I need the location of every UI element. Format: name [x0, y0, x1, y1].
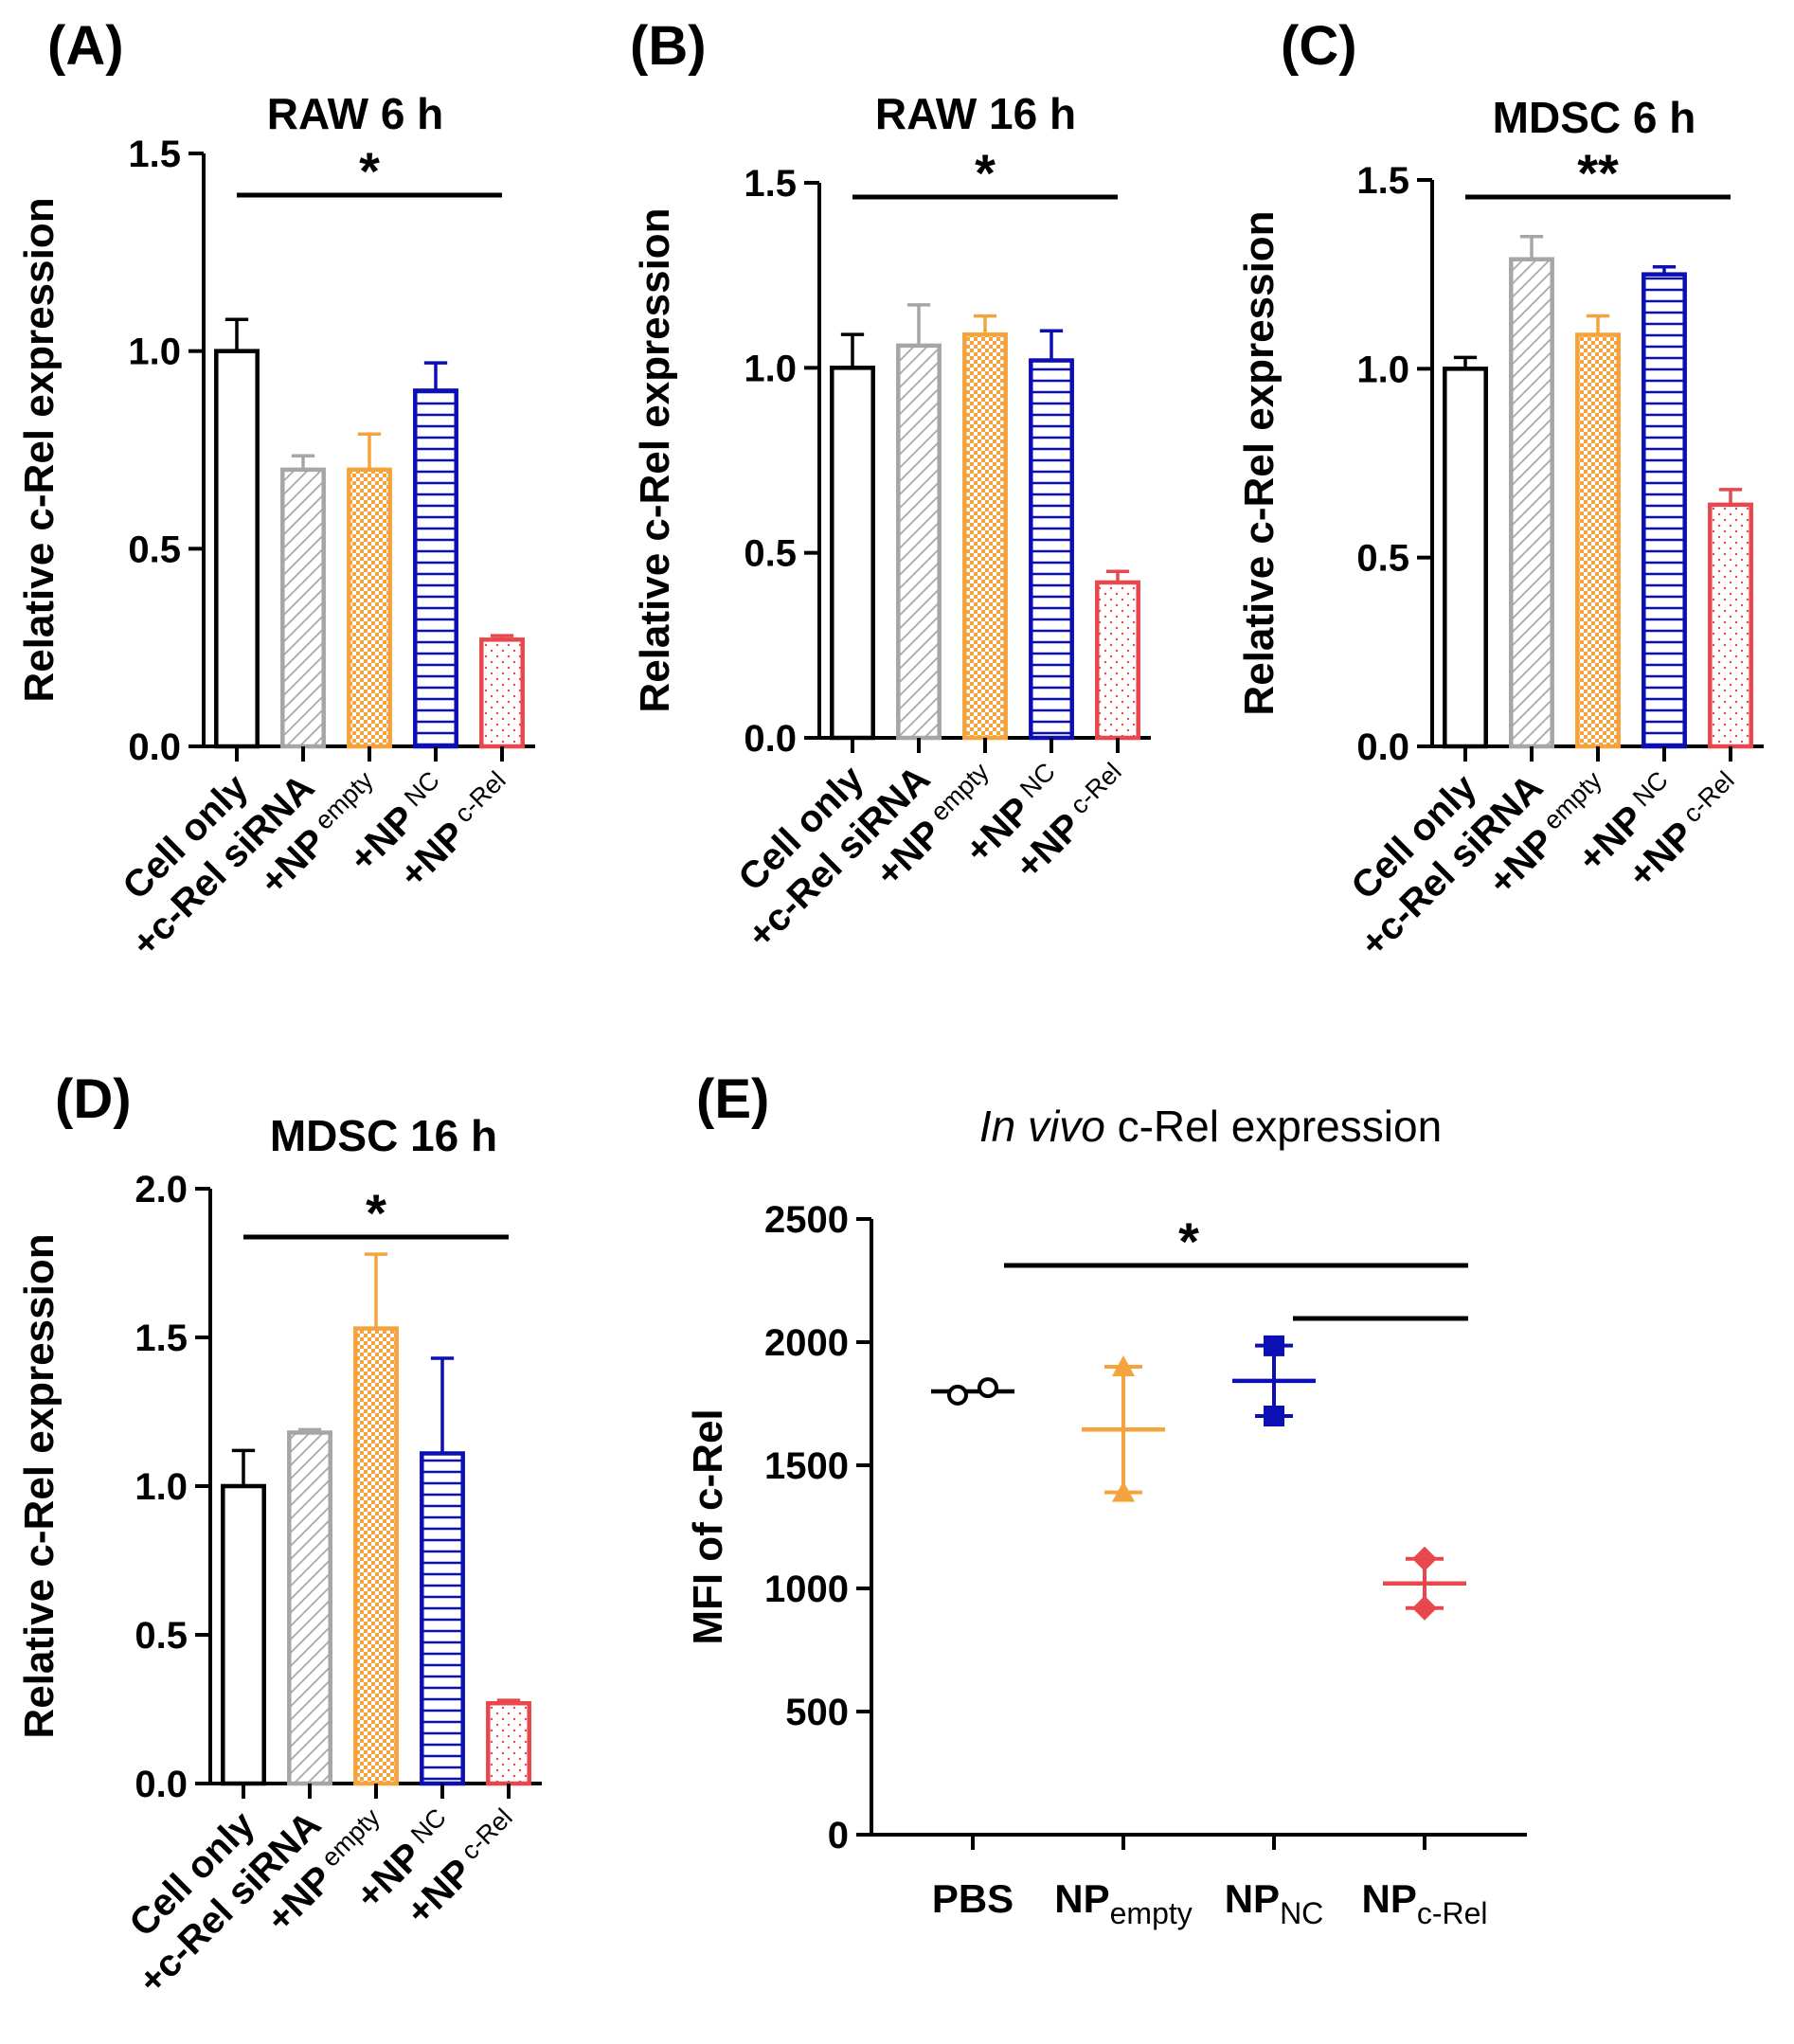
data-point: [1112, 1355, 1135, 1376]
y-axis-label: Relative c-Rel expression: [632, 207, 678, 712]
bar: [347, 467, 392, 749]
bar: [1095, 580, 1140, 741]
y-tick-label: 500: [785, 1692, 849, 1733]
bar: [1509, 257, 1554, 749]
data-point: [1264, 1406, 1284, 1426]
panel-e: 0 500 1000 1500 2000 2500 MFI of c-Rel (E) In vi…: [685, 1068, 1527, 1930]
y-tick-label: 0.0: [1356, 726, 1409, 768]
significance-star: *: [359, 141, 380, 201]
y-tick-label: 1.5: [1356, 160, 1409, 202]
bar: [962, 332, 1008, 741]
bar: [896, 343, 942, 741]
panel-d: 0.0 0.5 1.0 1.5 2.0 Relative c-Rel expression…: [16, 1068, 542, 2002]
significance-star: *: [975, 143, 996, 203]
panel-label: (E): [696, 1068, 769, 1130]
y-tick-label: 0.0: [128, 726, 181, 768]
significance-star: **: [1577, 143, 1619, 203]
data-point: [1412, 1546, 1437, 1571]
y-tick-label: 2500: [764, 1199, 849, 1241]
y-tick-label: 0.5: [1356, 538, 1409, 580]
y-tick-label: 1.5: [135, 1318, 188, 1359]
y-tick-label: 1000: [764, 1569, 849, 1610]
y-tick-label: 0.5: [128, 529, 181, 570]
bar: [479, 637, 525, 749]
y-axis-label: Relative c-Rel expression: [1236, 210, 1283, 715]
bar: [353, 1326, 399, 1786]
bar: [486, 1700, 531, 1786]
y-tick-label: 1500: [764, 1445, 849, 1487]
y-tick-label: 2.0: [135, 1169, 188, 1210]
y-tick-label: 0.0: [135, 1764, 188, 1805]
panel-label: (C): [1281, 15, 1357, 77]
panel-a: 0.0 0.5 1.0 1.5 Relative c-Rel expression (A)…: [16, 15, 535, 965]
bar: [1708, 502, 1753, 749]
chart-title: RAW 16 h: [875, 89, 1076, 138]
y-tick-label: 0.0: [744, 718, 797, 760]
bar: [1443, 367, 1488, 749]
y-tick-label: 0: [828, 1815, 849, 1856]
chart-title: In vivo c-Rel expression: [979, 1102, 1442, 1151]
y-tick-label: 1.0: [135, 1466, 188, 1508]
data-point: [1264, 1335, 1284, 1356]
panel-label: (D): [55, 1068, 132, 1130]
panel-label: (A): [47, 15, 124, 77]
bar: [830, 366, 875, 741]
bar: [280, 467, 326, 749]
data-point: [978, 1377, 998, 1399]
bar: [1575, 332, 1621, 749]
data-point: [947, 1384, 968, 1406]
y-axis-label: Relative c-Rel expression: [16, 197, 63, 702]
data-point: [1112, 1480, 1135, 1502]
bar: [1642, 272, 1687, 749]
bar: [1029, 358, 1074, 741]
chart-title: RAW 6 h: [267, 89, 444, 138]
x-tick-label: PBS: [932, 1876, 1014, 1921]
panel-c: 0.0 0.5 1.0 1.5 Relative c-Rel expression (C)…: [1236, 15, 1764, 965]
x-tick-label: NPempty: [1054, 1876, 1193, 1930]
y-tick-label: 1.5: [744, 163, 797, 205]
bar: [413, 388, 458, 749]
chart-title: MDSC 16 h: [270, 1111, 497, 1160]
bar: [214, 349, 260, 749]
bar: [221, 1483, 266, 1786]
panel-label: (B): [630, 15, 707, 77]
y-axis-label: Relative c-Rel expression: [16, 1233, 63, 1738]
significance-star: *: [366, 1183, 386, 1243]
x-tick-label: NPc-Rel: [1361, 1876, 1487, 1930]
y-tick-label: 1.0: [1356, 349, 1409, 390]
bar: [420, 1451, 465, 1786]
panel-b: 0.0 0.5 1.0 1.5 Relative c-Rel expression (B)…: [630, 15, 1151, 957]
y-axis-label: MFI of c-Rel: [685, 1408, 731, 1644]
y-tick-label: 1.0: [744, 348, 797, 389]
x-tick-label: NPNC: [1225, 1876, 1324, 1930]
y-tick-label: 1.0: [128, 332, 181, 373]
y-tick-label: 2000: [764, 1322, 849, 1364]
y-tick-label: 0.5: [744, 533, 797, 575]
y-tick-label: 0.5: [135, 1615, 188, 1657]
y-tick-label: 1.5: [128, 134, 181, 175]
data-point: [1412, 1595, 1437, 1621]
significance-star: *: [1178, 1211, 1199, 1271]
chart-title: MDSC 6 h: [1493, 93, 1696, 142]
bar: [287, 1430, 332, 1786]
